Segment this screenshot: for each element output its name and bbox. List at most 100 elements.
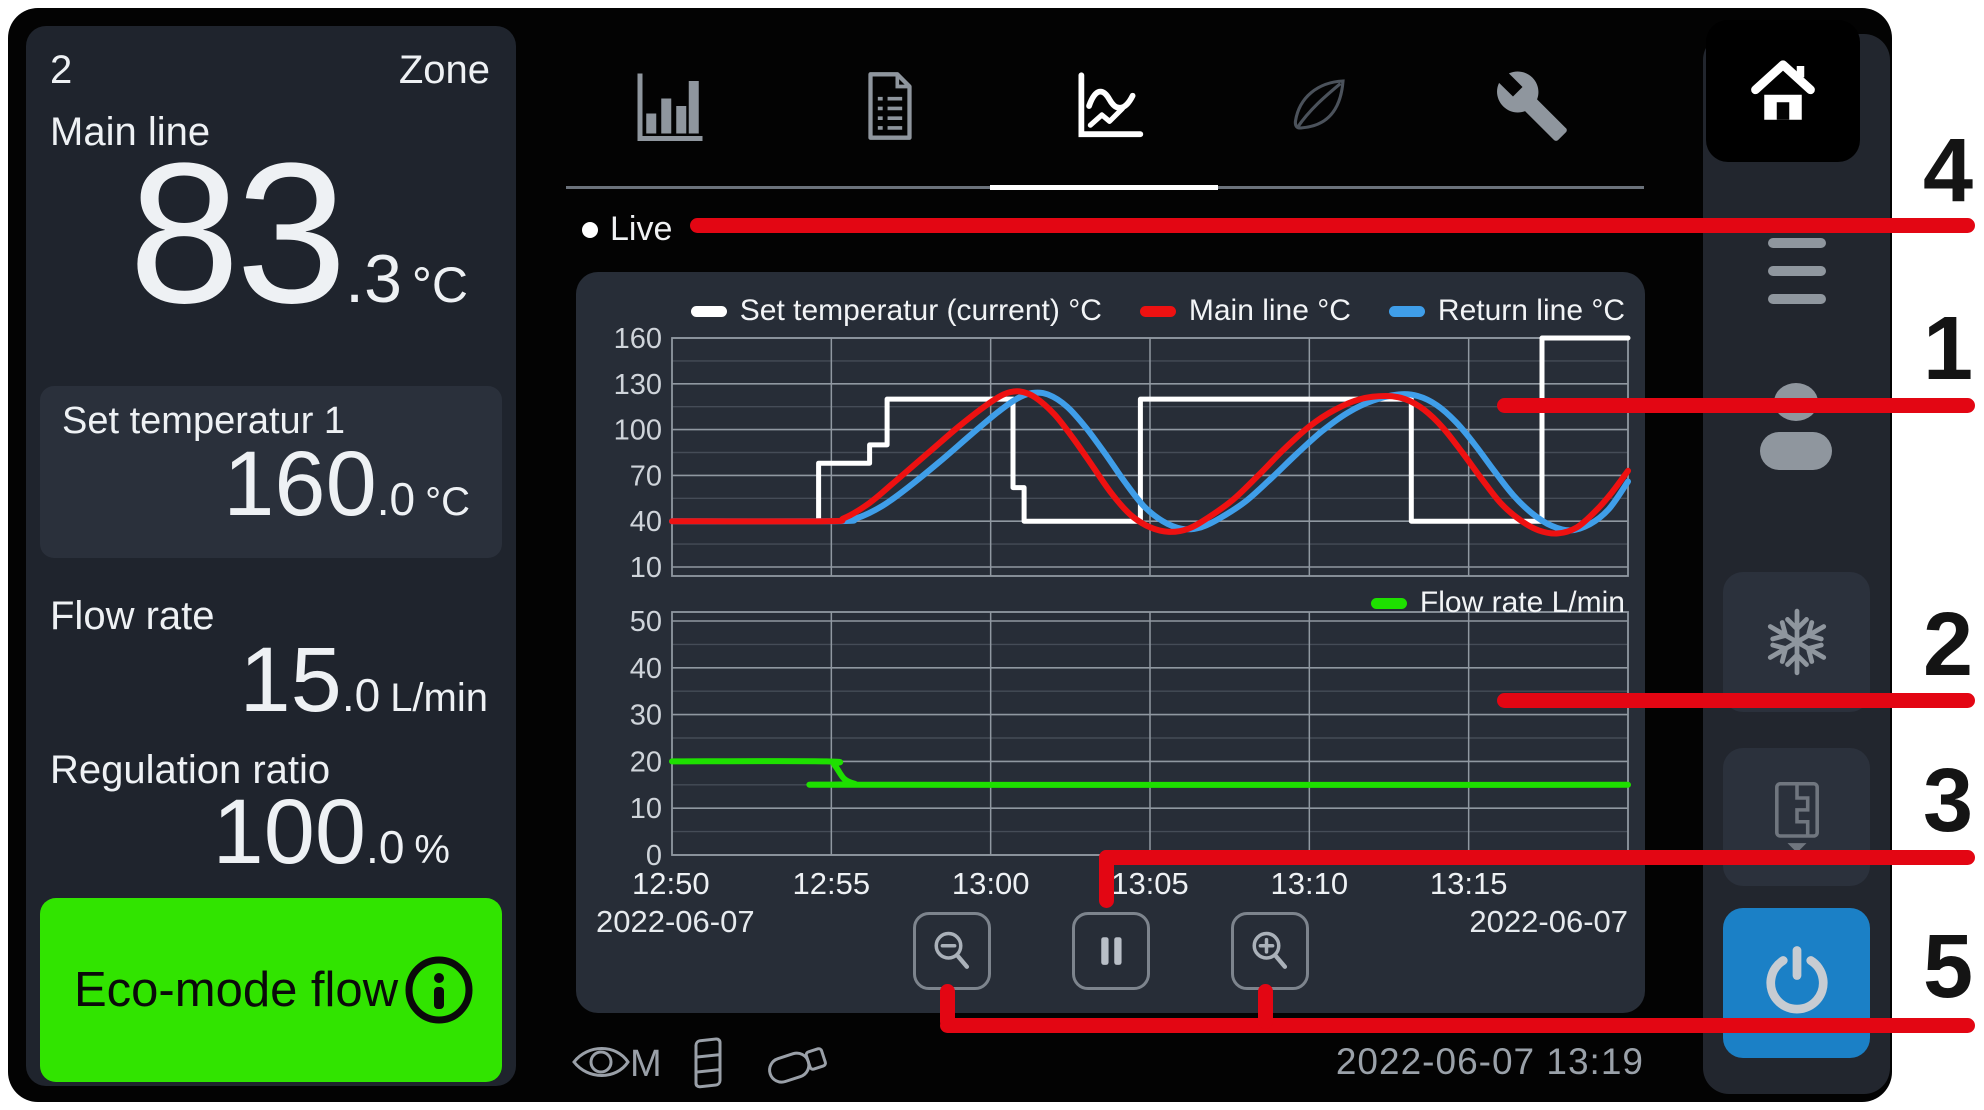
svg-text:13:00: 13:00: [952, 866, 1030, 901]
tab-statistics[interactable]: [626, 60, 714, 152]
zoom-out-button[interactable]: [912, 912, 991, 990]
svg-text:130: 130: [614, 369, 662, 401]
sidebar-power-button[interactable]: [1723, 908, 1870, 1058]
active-tab-indicator: [990, 185, 1218, 190]
callout-line-5: [940, 1018, 1975, 1033]
svg-text:2022-06-07: 2022-06-07: [1469, 904, 1628, 939]
svg-text:2022-06-07: 2022-06-07: [596, 904, 755, 939]
svg-text:12:50: 12:50: [632, 866, 710, 901]
set-temperature-value: 160 .0 °C: [223, 433, 470, 535]
sidebar-mold-button[interactable]: [1723, 748, 1870, 886]
sidebar: [1703, 34, 1890, 1094]
legend-flow-rate: Flow rate L/min: [1370, 586, 1625, 620]
svg-text:0: 0: [646, 840, 662, 872]
zone-label: Zone: [398, 48, 490, 92]
regulation-ratio-value: 100 .0 %: [212, 781, 450, 883]
callout-number-1: 1: [1922, 299, 1974, 399]
tab-report[interactable]: [846, 60, 934, 152]
legend-dash-main: [1139, 305, 1176, 317]
tab-trends[interactable]: [1063, 60, 1151, 152]
callout-line-3: [1099, 850, 1975, 865]
svg-text:12:55: 12:55: [793, 866, 871, 901]
svg-text:10: 10: [630, 552, 662, 584]
svg-text:50: 50: [630, 606, 662, 638]
main-line-value-int: 83: [128, 122, 347, 345]
live-dot: [582, 222, 598, 238]
svg-text:13:05: 13:05: [1111, 866, 1189, 901]
pause-icon: [1100, 937, 1122, 965]
flow-legend: Flow rate L/min: [1370, 586, 1625, 620]
mold-icon: [1774, 781, 1819, 853]
sidebar-user-button[interactable]: [1703, 374, 1890, 484]
zoom-in-button[interactable]: [1230, 912, 1309, 990]
sidebar-home-button[interactable]: [1706, 20, 1860, 162]
zone-panel: 2 Zone Main line 83 .3 °C Set temperatur…: [26, 26, 516, 1086]
live-label: Live: [610, 210, 673, 248]
legend-dash-flow: [1370, 597, 1407, 609]
regulation-ratio-label: Regulation ratio: [50, 748, 331, 792]
main-line-label: Main line: [50, 110, 211, 154]
menu-icon: [1767, 238, 1826, 248]
trend-icon: [1078, 72, 1144, 138]
zone-header: 2 Zone: [50, 48, 490, 93]
legend-return-line: Return line °C: [1388, 294, 1625, 328]
svg-text:M: M: [630, 1043, 662, 1085]
set-temperature-card[interactable]: Set temperatur 1 160 .0 °C: [40, 386, 502, 558]
wrench-icon: [1497, 71, 1567, 141]
svg-text:40: 40: [630, 653, 662, 685]
zone-number: 2: [50, 48, 73, 92]
clock-timestamp: 2022-06-07 13:19: [1335, 1041, 1644, 1082]
legend-dash-set: [690, 305, 727, 317]
sidebar-menu-button[interactable]: [1703, 230, 1890, 320]
main-line-value: 83 .3 °C: [129, 134, 468, 334]
main-line-unit: °C: [411, 257, 468, 313]
user-icon: [1760, 383, 1832, 470]
callout-line-5-left-elbow: [940, 984, 955, 1029]
chart-controls: [576, 912, 1645, 990]
svg-text:30: 30: [630, 700, 662, 732]
main-line-value-dec: .3: [345, 241, 402, 317]
callout-line-1: [1497, 398, 1975, 413]
svg-text:160: 160: [614, 323, 662, 355]
callout-number-2: 2: [1922, 595, 1974, 695]
info-icon: [405, 956, 473, 1024]
zoom-out-icon: [934, 931, 969, 969]
device-screen: 2 Zone Main line 83 .3 °C Set temperatur…: [8, 8, 1892, 1102]
zoom-in-icon: [1252, 931, 1287, 969]
flow-rate-label: Flow rate: [50, 594, 215, 638]
document-icon: [868, 72, 912, 140]
eco-mode-flow-button[interactable]: Eco-mode flow: [40, 898, 502, 1082]
callout-number-4: 4: [1922, 121, 1974, 221]
svg-text:100: 100: [614, 415, 662, 447]
callout-line-3-elbow: [1099, 850, 1114, 908]
svg-text:70: 70: [630, 460, 662, 492]
svg-text:10: 10: [630, 793, 662, 825]
legend-dash-return: [1388, 305, 1425, 317]
eco-mode-flow-label: Eco-mode flow: [74, 963, 399, 1017]
callout-number-5: 5: [1922, 917, 1974, 1017]
svg-text:20: 20: [630, 746, 662, 778]
callout-line-5-right-elbow: [1258, 984, 1273, 1029]
pause-button[interactable]: [1071, 912, 1150, 990]
callout-line-4: [690, 218, 1975, 233]
callout-number-3: 3: [1922, 751, 1974, 851]
leaf-icon: [1293, 79, 1345, 130]
tab-service[interactable]: [1488, 60, 1576, 152]
usb-icon: [768, 1047, 827, 1084]
tab-eco[interactable]: [1274, 60, 1362, 152]
svg-text:13:15: 13:15: [1430, 866, 1508, 901]
sidebar-cooling-button[interactable]: [1723, 572, 1870, 712]
power-icon: [1765, 946, 1828, 1014]
home-icon: [1751, 60, 1815, 120]
eye-monitor-icon: M: [572, 1043, 662, 1085]
bar-chart-icon: [637, 73, 703, 141]
legend-main-line: Main line °C: [1139, 294, 1351, 328]
callout-line-2: [1497, 693, 1975, 708]
svg-text:40: 40: [630, 506, 662, 538]
set-temperature-label: Set temperatur 1: [62, 400, 346, 442]
status-bar: M 2022-06-07 13:19: [570, 1030, 1644, 1094]
flow-rate-value: 15 .0 L/min: [239, 629, 488, 731]
memory-icon: [694, 1037, 722, 1089]
